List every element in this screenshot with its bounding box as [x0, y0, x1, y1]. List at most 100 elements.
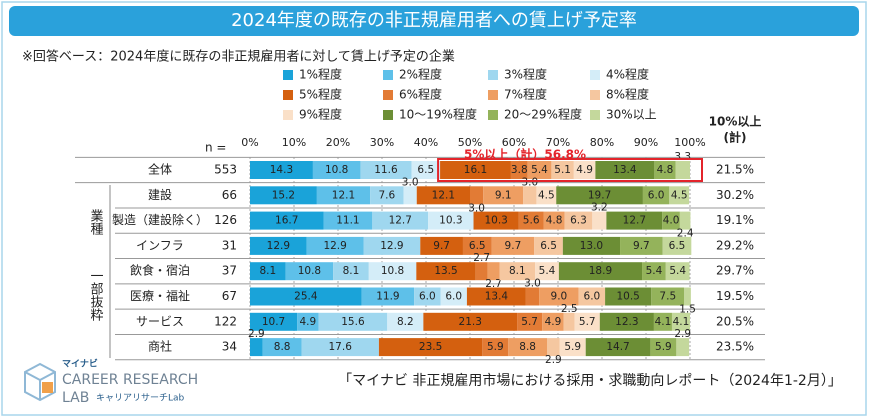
- data-label: 12.7: [389, 215, 412, 227]
- bar-segment: [360, 161, 412, 179]
- data-label: 2.9: [545, 354, 562, 366]
- legend-label: 8%程度: [606, 87, 649, 102]
- data-label: 2.7: [485, 278, 502, 290]
- bar-segment: [562, 236, 621, 255]
- data-label: 10.3: [484, 215, 507, 227]
- data-label: 8.2: [397, 316, 414, 328]
- legend-swatch: [283, 110, 293, 120]
- bar-segment: [440, 287, 467, 306]
- bar-segment: [420, 236, 463, 255]
- group-label: 業種: [88, 208, 104, 235]
- logo-sub: キャリアリサーチLab: [96, 393, 185, 404]
- data-label: 10.8: [298, 265, 321, 277]
- bar-segment: [470, 186, 484, 205]
- legend-swatch: [488, 90, 498, 100]
- highlight-box: [437, 158, 703, 182]
- data-label: 14.3: [270, 164, 293, 176]
- legend-label: 9%程度: [299, 107, 342, 122]
- bar-segment: [423, 312, 518, 331]
- bar-segment: [542, 312, 564, 331]
- category-label: 製造（建設除く）: [112, 212, 208, 227]
- data-label: 6.5: [417, 164, 434, 176]
- data-label: 5.7: [521, 316, 538, 328]
- data-label: 13.4: [613, 164, 637, 176]
- data-label: 9.1: [495, 189, 512, 201]
- data-label: 10.3: [439, 215, 462, 227]
- bar-segment: [654, 161, 676, 179]
- data-label: 21.3: [459, 316, 482, 328]
- n-header: n =: [205, 141, 226, 155]
- data-label: 13.0: [580, 240, 603, 252]
- bar-segment: [606, 211, 663, 230]
- bar-segment: [547, 338, 560, 357]
- bar-segment: [535, 262, 559, 281]
- x-tick-label: 20%: [326, 136, 350, 149]
- logo-cube: [42, 382, 53, 393]
- bar-segment: [473, 211, 519, 230]
- bar-segment: [318, 312, 388, 331]
- data-label: 3.0: [521, 176, 538, 188]
- total-value: 19.1%: [716, 213, 754, 227]
- data-label: 4.5: [671, 189, 688, 201]
- data-label: 6.5: [469, 240, 486, 252]
- data-label: 5.4: [531, 164, 548, 176]
- annotation: 5%以上（計）56.8%: [464, 147, 586, 162]
- logo-name: LAB: [62, 390, 89, 406]
- bar-segment: [323, 211, 373, 230]
- category-label: 全体: [148, 162, 172, 177]
- total-value: 19.5%: [716, 289, 754, 303]
- n-value: 31: [222, 238, 237, 252]
- data-label: 11.6: [374, 164, 398, 176]
- data-label: 23.5: [419, 341, 442, 353]
- data-label: 5.9: [487, 341, 504, 353]
- bar-segment: [665, 262, 690, 281]
- bar-segment: [551, 161, 574, 179]
- total-value: 23.5%: [716, 340, 754, 354]
- bar-segment: [475, 262, 488, 281]
- category-label: 商社: [148, 339, 172, 354]
- logo-name: CAREER RESEARCH: [62, 372, 198, 388]
- data-label: 9.7: [433, 240, 450, 252]
- data-label: 25.4: [294, 291, 318, 303]
- bar-segment: [482, 338, 509, 357]
- group-label: 一部抜粋: [88, 269, 104, 321]
- bar-segment: [250, 287, 362, 306]
- data-label: 4.8: [657, 164, 674, 176]
- n-value: 34: [222, 340, 237, 354]
- x-tick-label: 30%: [370, 136, 394, 149]
- legend-label: 6%程度: [399, 87, 442, 102]
- category-label: 建設: [148, 187, 172, 202]
- bar-segment: [361, 287, 415, 306]
- legend-swatch: [283, 70, 293, 80]
- bar-segment: [539, 287, 579, 306]
- bar-segment: [250, 236, 307, 255]
- bar-segment: [671, 312, 690, 331]
- data-label: 4.0: [663, 215, 680, 227]
- legend-swatch: [590, 110, 600, 120]
- data-label: 2.4: [677, 228, 694, 240]
- bar-segment: [387, 312, 424, 331]
- data-label: 15.6: [341, 316, 365, 328]
- data-label: 16.1: [464, 164, 487, 176]
- bar-segment: [378, 338, 483, 357]
- data-label: 13.4: [485, 291, 509, 303]
- data-label: 7.6: [378, 189, 395, 201]
- data-label: 3.0: [402, 176, 419, 188]
- data-label: 12.7: [623, 215, 646, 227]
- data-label: 5.4: [539, 265, 556, 277]
- bar-segment: [642, 186, 670, 205]
- legend-label: 2%程度: [399, 67, 442, 82]
- total-value: 29.7%: [716, 264, 754, 278]
- data-label: 9.7: [633, 240, 650, 252]
- category-label: インフラ: [136, 238, 184, 252]
- data-label: 8.8: [274, 341, 291, 353]
- data-label: 4.8: [546, 215, 563, 227]
- total-value: 21.5%: [716, 163, 754, 177]
- data-label: 12.3: [615, 316, 638, 328]
- data-label: 3.8: [511, 164, 528, 176]
- bar-segment: [563, 312, 575, 331]
- legend-swatch: [283, 90, 293, 100]
- bar-segment: [675, 161, 690, 179]
- bar-segment: [653, 312, 672, 331]
